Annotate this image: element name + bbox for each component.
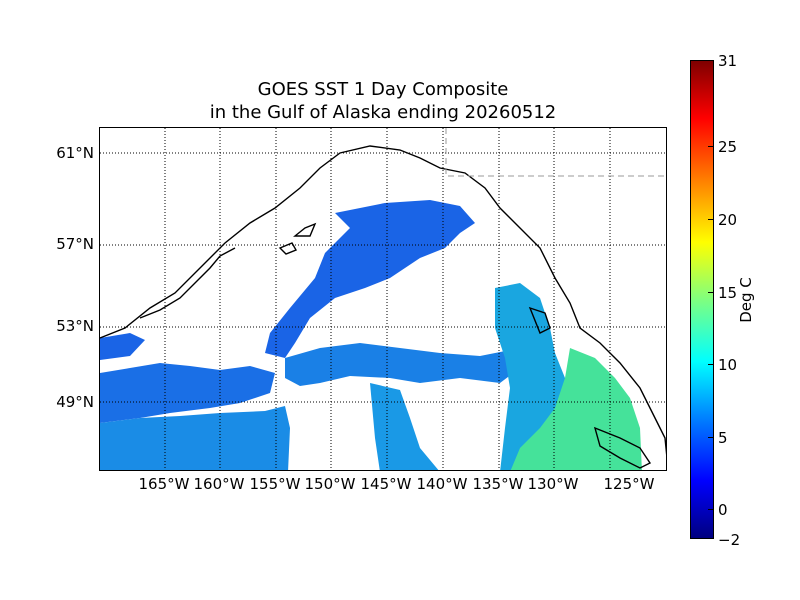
colorbar-tickmark — [708, 437, 714, 438]
colorbar-tick-25: 25 — [718, 138, 738, 156]
colorbar-tickmark — [708, 364, 714, 365]
chart-title: GOES SST 1 Day Composite in the Gulf of … — [99, 78, 667, 124]
coastline-peninsula — [139, 247, 236, 319]
border-layer — [445, 128, 666, 177]
colorbar-tick-15: 15 — [718, 284, 738, 302]
sst-patch-central — [285, 343, 520, 386]
colorbar-tickmark — [708, 219, 714, 220]
sst-map-canvas — [100, 128, 666, 470]
sst-data-layer — [100, 200, 642, 470]
lat-label-61n: 61°N — [56, 144, 94, 162]
sst-patch-north — [265, 200, 475, 358]
sst-patch-coastal-warm — [510, 348, 642, 470]
colorbar-tick-5: 5 — [718, 429, 728, 447]
colorbar-tickmark — [708, 509, 714, 510]
sst-patch-central-south — [370, 383, 439, 470]
colorbar-tick-20: 20 — [718, 211, 738, 229]
lon-label-155w: 155°W — [249, 475, 301, 493]
sst-patch-west — [100, 363, 275, 423]
colorbar-label: Deg C — [737, 277, 755, 323]
lon-label-150w: 150°W — [304, 475, 356, 493]
sst-map — [99, 127, 667, 471]
colorbar — [690, 60, 714, 539]
lon-label-160w: 160°W — [193, 475, 245, 493]
title-line-2: in the Gulf of Alaska ending 20260512 — [209, 102, 557, 123]
colorbar-tickmark — [708, 146, 714, 147]
lon-label-145w: 145°W — [360, 475, 412, 493]
graticule — [100, 128, 666, 470]
sst-patch-southwest — [100, 406, 290, 470]
lon-label-130w: 130°W — [527, 475, 579, 493]
colorbar-tick-31: 31 — [718, 52, 738, 70]
coastline-islands — [278, 222, 652, 469]
lat-label-57n: 57°N — [56, 235, 94, 253]
colorbar-tick-minus2: −2 — [718, 531, 741, 549]
us-canada-border — [445, 128, 666, 177]
coastline-layer — [100, 145, 666, 469]
lat-label-53n: 53°N — [56, 317, 94, 335]
lon-label-140w: 140°W — [416, 475, 468, 493]
colorbar-tick-0: 0 — [718, 501, 728, 519]
colorbar-tick-10: 10 — [718, 356, 738, 374]
colorbar-tickmark — [708, 292, 714, 293]
lat-label-49n: 49°N — [56, 393, 94, 411]
coastline-alaska — [100, 145, 666, 456]
title-line-1: GOES SST 1 Day Composite — [257, 79, 509, 100]
sst-patch-west-small — [100, 333, 145, 360]
lon-label-135w: 135°W — [472, 475, 524, 493]
lon-label-125w: 125°W — [603, 475, 655, 493]
lon-label-165w: 165°W — [138, 475, 190, 493]
